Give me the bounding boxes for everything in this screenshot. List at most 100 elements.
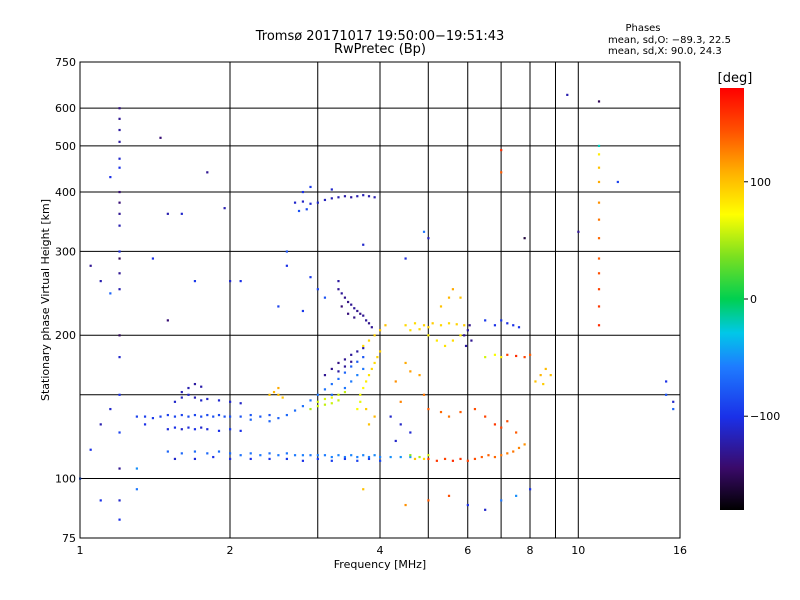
x-axis-ticks: 1 2 4 6 8 10 16 <box>77 544 688 557</box>
data-point <box>337 370 340 373</box>
data-point <box>365 319 368 322</box>
data-point <box>193 382 197 386</box>
data-point <box>367 195 371 198</box>
data-point <box>166 212 169 215</box>
data-point <box>229 280 232 283</box>
data-point <box>118 128 121 132</box>
data-point <box>418 328 421 331</box>
data-point <box>309 276 312 279</box>
data-point <box>493 423 497 426</box>
data-point <box>193 450 197 453</box>
data-point <box>337 393 340 396</box>
data-point <box>376 356 379 359</box>
colorbar-tick-label: 0 <box>750 293 757 306</box>
data-point <box>373 334 376 337</box>
data-point <box>409 431 412 434</box>
data-point <box>285 264 288 267</box>
data-point <box>597 218 601 221</box>
data-point <box>597 166 601 169</box>
data-point <box>413 322 417 325</box>
data-point <box>384 324 387 327</box>
data-point <box>180 428 183 431</box>
y-tick-label: 400 <box>55 186 76 199</box>
data-point <box>394 380 397 383</box>
data-point <box>365 407 368 411</box>
data-point <box>249 413 252 417</box>
data-point <box>356 459 359 462</box>
y-tick-label: 200 <box>55 329 76 342</box>
data-point <box>463 324 466 327</box>
data-point <box>362 347 365 350</box>
data-point <box>529 488 532 491</box>
chart-subtitle: RwPretec (Bp) <box>334 42 426 57</box>
data-point <box>249 457 252 461</box>
data-point <box>118 117 121 120</box>
data-point <box>455 323 458 326</box>
data-point <box>672 400 675 403</box>
data-point <box>353 316 356 319</box>
data-point <box>529 353 532 356</box>
data-point <box>343 457 347 461</box>
data-point <box>523 237 526 240</box>
data-point <box>285 457 288 461</box>
data-point <box>484 508 487 511</box>
data-point <box>109 175 112 179</box>
data-point <box>99 280 102 283</box>
data-point <box>418 374 421 377</box>
data-point <box>239 415 242 418</box>
data-point <box>451 288 455 291</box>
data-point <box>293 454 297 457</box>
data-point <box>316 201 319 204</box>
data-point <box>399 423 402 426</box>
x-tick-label: 10 <box>571 544 585 557</box>
data-point <box>305 208 308 211</box>
data-point <box>523 443 526 446</box>
data-point <box>239 280 242 283</box>
data-point <box>343 386 347 390</box>
data-point <box>346 300 350 304</box>
data-point <box>350 353 353 356</box>
data-point <box>427 457 430 461</box>
data-point <box>229 452 232 455</box>
data-point <box>118 518 121 521</box>
data-point <box>323 403 327 406</box>
data-point <box>422 393 426 396</box>
data-point <box>223 415 226 418</box>
data-point <box>597 144 601 148</box>
data-point <box>268 420 271 423</box>
data-point <box>447 296 451 299</box>
data-point <box>500 356 503 359</box>
data-point <box>143 415 147 418</box>
grid-lines <box>80 62 680 538</box>
data-point <box>597 288 601 291</box>
data-point <box>109 292 112 295</box>
data-point <box>373 196 376 199</box>
data-point <box>356 350 359 353</box>
data-point <box>200 385 203 388</box>
data-point <box>500 499 503 502</box>
data-point <box>159 136 162 139</box>
data-point <box>173 457 177 461</box>
colorbar <box>720 88 744 510</box>
data-point <box>337 288 340 291</box>
data-point <box>404 257 407 260</box>
data-point <box>515 431 518 434</box>
data-point <box>200 399 203 402</box>
data-point <box>323 397 327 401</box>
data-point <box>118 272 121 275</box>
data-point <box>268 393 271 396</box>
data-point <box>118 356 121 359</box>
data-point <box>301 190 305 194</box>
data-point <box>330 455 333 459</box>
data-point <box>350 380 353 383</box>
data-point <box>343 358 347 361</box>
data-point <box>330 396 333 399</box>
data-point <box>330 188 333 191</box>
data-point <box>379 459 382 462</box>
data-point <box>323 454 327 457</box>
data-point <box>268 413 271 417</box>
data-point <box>239 402 242 405</box>
data-point <box>439 324 443 327</box>
data-point <box>89 264 92 267</box>
y-axis-ticks: 75 100 200 300 400 500 600 750 <box>55 56 76 545</box>
